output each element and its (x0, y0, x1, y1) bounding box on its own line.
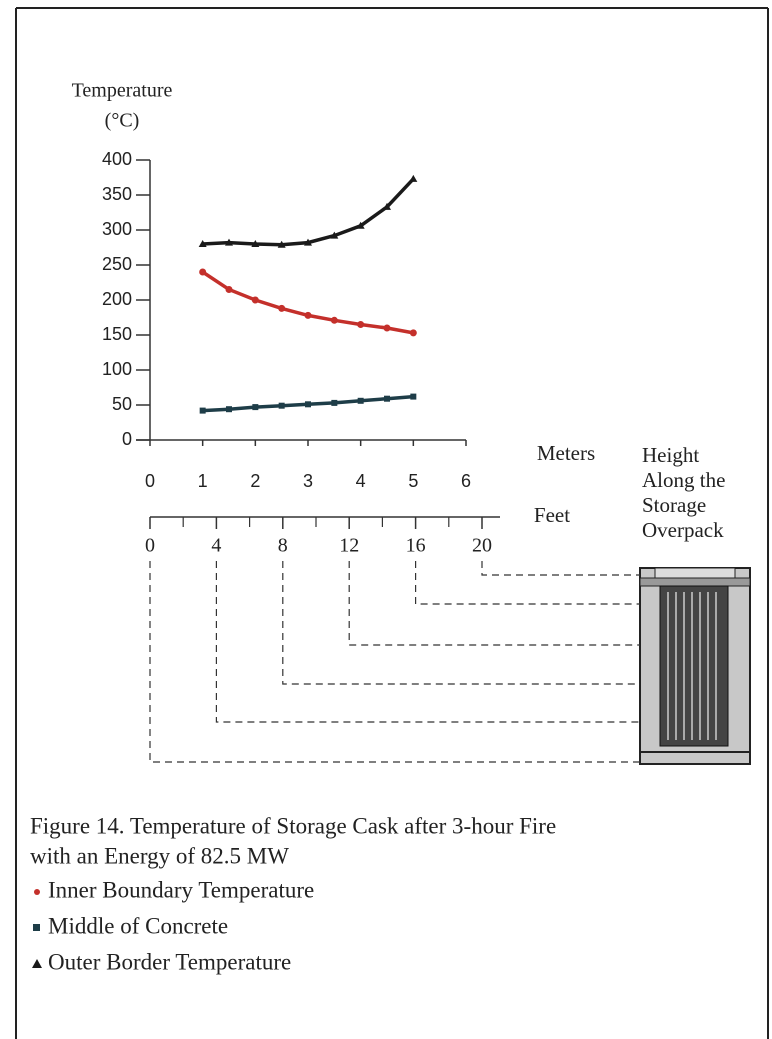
side-label: Height (642, 443, 699, 467)
leader-line (415, 561, 640, 605)
point (226, 406, 232, 413)
point (357, 397, 364, 404)
caption: with an Energy of 82.5 MW (30, 843, 289, 868)
point (252, 404, 259, 411)
point (330, 231, 339, 239)
x2-axis-label: Feet (534, 503, 570, 527)
y-tick-label: 100 (102, 359, 132, 379)
point (331, 399, 338, 406)
point (225, 286, 233, 293)
legend-label: Inner Boundary Temperature (48, 877, 314, 902)
y-tick-label: 250 (102, 254, 132, 274)
x2-tick-label: 4 (211, 535, 221, 557)
y-tick-label: 50 (112, 394, 132, 414)
side-label: Overpack (642, 518, 724, 542)
leader-line (348, 561, 640, 646)
legend-marker (32, 959, 42, 968)
x-tick-label: 6 (461, 471, 471, 491)
series-line (201, 270, 414, 335)
point (409, 329, 417, 337)
point (304, 311, 312, 319)
side-label: Along the (642, 468, 725, 492)
point (225, 238, 233, 246)
point (356, 221, 365, 229)
point (383, 324, 391, 332)
x2-tick-label: 12 (339, 535, 359, 557)
leader-line (282, 561, 640, 685)
x-tick-label: 5 (408, 471, 418, 491)
x2-tick-label: 16 (406, 535, 426, 557)
point (384, 395, 390, 402)
x-tick-label: 2 (250, 471, 260, 491)
cask-illustration (639, 567, 751, 765)
point (304, 238, 312, 246)
x2-tick-label: 20 (472, 535, 492, 557)
y-tick-label: 350 (102, 184, 132, 204)
y-tick-label: 300 (102, 219, 132, 239)
series-line (202, 177, 415, 247)
point (198, 240, 207, 247)
y-axis-label: (°C) (105, 110, 140, 132)
leader-line (215, 561, 640, 723)
point (330, 316, 338, 324)
point (278, 402, 285, 409)
x-tick-label: 3 (303, 471, 313, 491)
y-axis-label: Temperature (72, 80, 173, 102)
point (409, 174, 418, 182)
y-tick-label: 0 (122, 429, 132, 449)
point (305, 401, 311, 408)
leader-line (481, 561, 640, 576)
x-tick-label: 4 (356, 471, 366, 491)
legend-marker (34, 889, 40, 895)
point (199, 407, 206, 414)
point (410, 393, 417, 400)
leader-line (149, 561, 640, 763)
x-tick-label: 1 (198, 471, 208, 491)
x-tick-label: 0 (145, 471, 155, 491)
point (357, 321, 365, 328)
point (383, 202, 391, 210)
point (251, 240, 260, 247)
point (277, 240, 286, 248)
x2-tick-label: 8 (278, 535, 288, 557)
side-label: Storage (642, 493, 706, 517)
legend-marker (33, 924, 40, 931)
point (251, 296, 259, 304)
legend-label: Middle of Concrete (48, 913, 228, 938)
point (278, 304, 286, 312)
x2-tick-label: 0 (145, 535, 155, 557)
y-tick-label: 150 (102, 324, 132, 344)
legend-label: Outer Border Temperature (48, 949, 291, 974)
y-tick-label: 400 (102, 149, 132, 169)
x-axis-label: Meters (537, 441, 595, 465)
y-tick-label: 200 (102, 289, 132, 309)
point (199, 268, 207, 276)
caption: Figure 14. Temperature of Storage Cask a… (30, 813, 556, 838)
